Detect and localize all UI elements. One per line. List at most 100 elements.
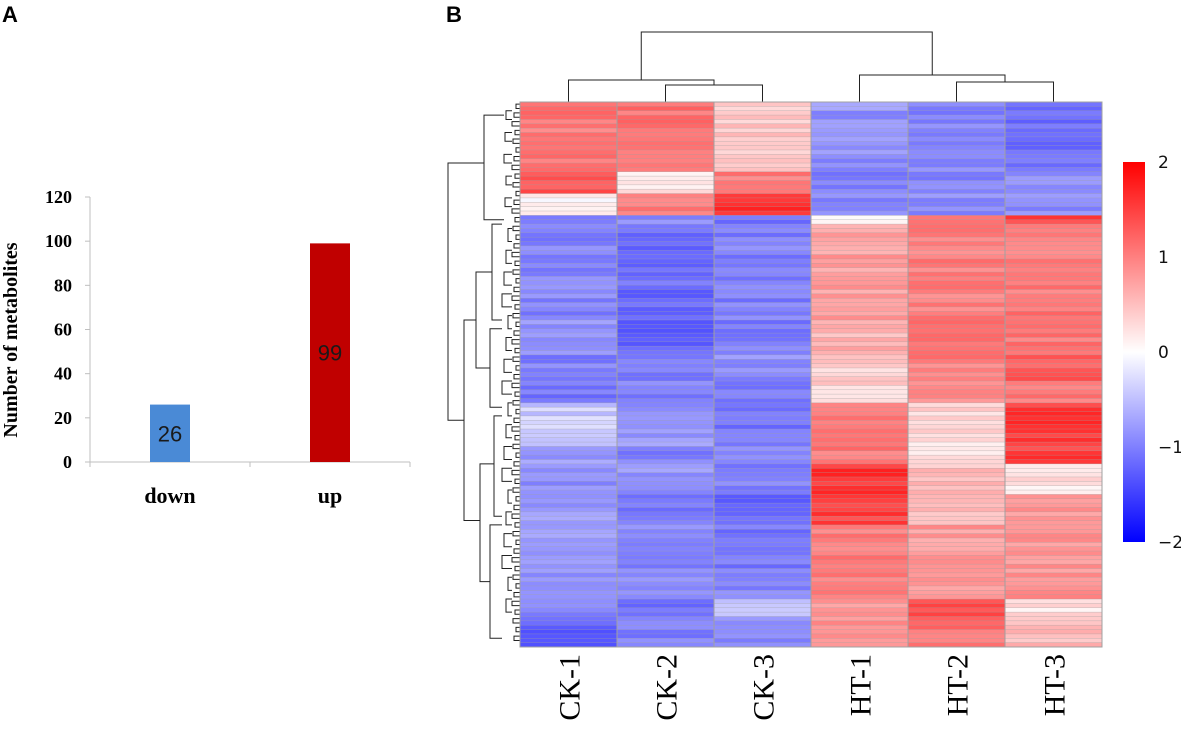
heatmap-cell — [1005, 258, 1103, 264]
heatmap-cell — [1005, 136, 1103, 142]
heatmap-cell — [908, 346, 1006, 351]
heatmap-cell — [520, 472, 618, 478]
heatmap-cell — [1005, 158, 1103, 164]
heatmap-cell — [520, 102, 618, 107]
row-dendrogram-link — [479, 463, 494, 583]
bar-category-down: down — [144, 483, 195, 508]
heatmap-cell — [1005, 585, 1103, 591]
heatmap-cell — [520, 254, 618, 260]
heatmap-cell — [520, 324, 618, 330]
heatmap-cell — [714, 468, 812, 473]
heatmap-cell — [811, 559, 909, 565]
row-dendrogram-link — [513, 592, 520, 598]
heatmap-cell — [520, 424, 618, 430]
row-dendrogram-link — [505, 511, 512, 526]
heatmap-cell — [617, 524, 715, 530]
heatmap-cell — [811, 237, 909, 242]
heatmap-cell — [811, 503, 909, 508]
heatmap-cell — [1005, 546, 1103, 552]
heatmap-cell — [1005, 167, 1103, 173]
bar-y-axis-label: Number of metabolites — [0, 242, 22, 437]
heatmap-cell — [811, 455, 909, 460]
heatmap-cell — [520, 503, 618, 508]
heatmap-cell — [714, 341, 812, 347]
heatmap-cell — [520, 154, 618, 159]
heatmap-cell — [617, 437, 715, 443]
heatmap-cell — [714, 354, 812, 360]
heatmap-cell — [617, 184, 715, 190]
row-dendrogram-link — [501, 293, 512, 308]
heatmap-cell — [617, 507, 715, 513]
heatmap-cell — [617, 581, 715, 587]
heatmap-cell — [908, 363, 1006, 369]
heatmap-cell — [617, 176, 715, 181]
heatmap-cell — [908, 224, 1006, 229]
heatmap-cell — [520, 455, 618, 460]
heatmap-cell — [617, 376, 715, 382]
row-dendrogram-link — [514, 173, 520, 179]
heatmap-cell — [811, 516, 909, 521]
colorbar-ticks: 2 1 0 −1 −2 — [1158, 153, 1181, 553]
heatmap-cell — [617, 141, 715, 146]
heatmap-cell — [1005, 320, 1103, 325]
heatmap-cell — [908, 298, 1006, 303]
heatmap-cell — [811, 564, 909, 569]
heatmap-cell — [811, 154, 909, 159]
row-dendrogram-link — [512, 530, 520, 537]
heatmap-cell — [617, 568, 715, 574]
heatmap-cell — [908, 324, 1006, 330]
heatmap-cell — [617, 232, 715, 238]
heatmap-cell — [908, 638, 1006, 643]
row-dendrogram-link — [512, 400, 520, 406]
heatmap-cell — [811, 359, 909, 364]
heatmap-cell — [714, 559, 812, 565]
heatmap-cell — [811, 141, 909, 146]
heatmap-cell — [1005, 293, 1103, 299]
heatmap-cell — [520, 607, 618, 613]
row-dendrogram-link — [513, 417, 520, 423]
row-dendrogram-link — [514, 609, 520, 615]
heatmap-cell — [811, 202, 909, 207]
heatmap-cell — [714, 189, 812, 194]
heatmap-cell — [908, 293, 1006, 299]
heatmap-cell — [811, 398, 909, 404]
heatmap-cell — [811, 106, 909, 112]
heatmap-cell — [1005, 298, 1103, 303]
heatmap-column-CK-3: CK-3 — [748, 654, 781, 721]
heatmap-cell — [520, 346, 618, 351]
heatmap-cell — [1005, 424, 1103, 430]
row-dendrogram-link — [507, 402, 512, 417]
heatmap-cell — [520, 529, 618, 534]
heatmap-cell — [811, 633, 909, 639]
row-dendrogram-link — [491, 223, 502, 321]
heatmap-cell — [714, 476, 812, 482]
heatmap-cell — [714, 546, 812, 552]
heatmap-cell — [811, 538, 909, 543]
heatmap-cell — [811, 250, 909, 255]
heatmap-cell — [617, 306, 715, 312]
heatmap-cell — [714, 572, 812, 578]
heatmap-column-CK-1: CK-1 — [554, 654, 587, 721]
heatmap-cell — [811, 490, 909, 495]
heatmap-cell — [714, 533, 812, 539]
heatmap-cell — [520, 211, 618, 216]
heatmap-cell — [811, 320, 909, 325]
heatmap-cell — [908, 590, 1006, 595]
heatmap-cell — [1005, 411, 1103, 417]
heatmap-cell — [811, 115, 909, 120]
heatmap-cell — [714, 590, 812, 595]
bar-down — [150, 404, 190, 462]
heatmap-cell — [811, 163, 909, 168]
heatmap-cell — [1005, 341, 1103, 347]
heatmap-cell — [520, 136, 618, 142]
row-dendrogram-link — [447, 162, 484, 421]
heatmap-cell — [1005, 581, 1103, 587]
heatmap-cell — [811, 485, 909, 491]
heatmap-cell — [908, 254, 1006, 260]
heatmap-cell — [520, 285, 618, 290]
heatmap-cell — [617, 206, 715, 212]
heatmap-cell — [520, 568, 618, 574]
heatmap-cell — [617, 398, 715, 404]
heatmap-cell — [714, 555, 812, 561]
row-dendrogram-link — [505, 336, 512, 352]
